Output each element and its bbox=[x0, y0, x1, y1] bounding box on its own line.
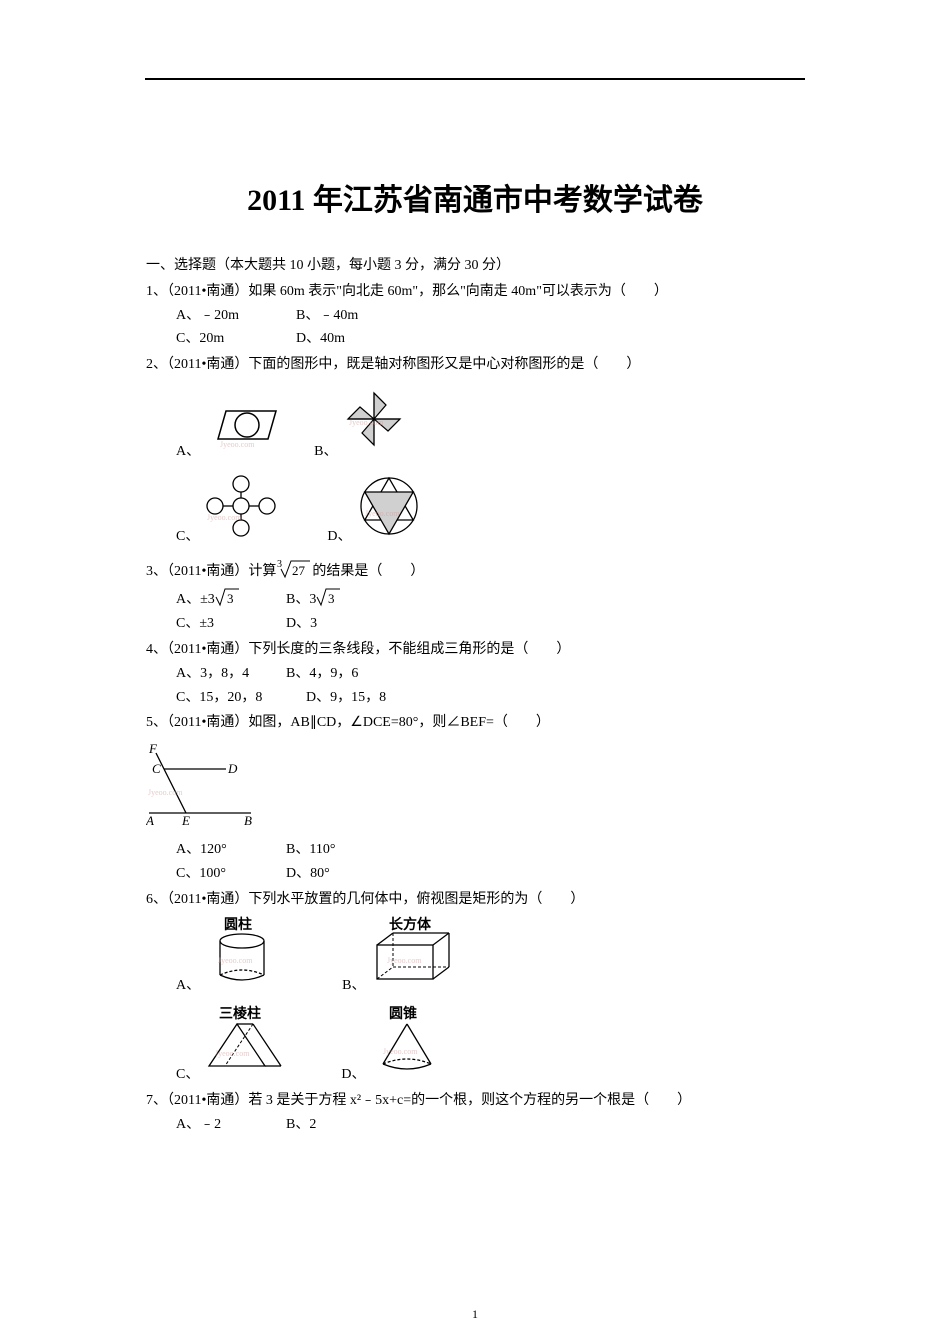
q6-text: （2011•南通）下列水平放置的几何体中，俯视图是矩形的为（ ） bbox=[167, 892, 584, 907]
question-2: 2、（2011•南通）下面的图形中，既是轴对称图形又是中心对称图形的是（ ） A… bbox=[146, 353, 806, 548]
q5-opt-c: C、100° bbox=[176, 862, 286, 886]
q4-text: （2011•南通）下列长度的三条线段，不能组成三角形的是（ ） bbox=[167, 642, 570, 657]
q2-opt-d: D、 bbox=[327, 525, 351, 549]
svg-text:圆锥: 圆锥 bbox=[389, 1005, 417, 1022]
question-7: 7、（2011•南通）若 3 是关于方程 x²﹣5x+c=的一个根，则这个方程的… bbox=[146, 1089, 806, 1137]
svg-text:3: 3 bbox=[328, 591, 335, 606]
svg-text:A: A bbox=[146, 813, 154, 825]
svg-text:3: 3 bbox=[277, 559, 282, 570]
q5-opt-b: B、110° bbox=[286, 838, 335, 862]
q6-figure-c: 三棱柱 Jyeoo.com bbox=[201, 1004, 289, 1087]
q5-num: 5、 bbox=[146, 715, 167, 730]
q1-opt-c: C、20m bbox=[176, 327, 296, 351]
q3-text-pre: （2011•南通）计算 bbox=[167, 564, 276, 579]
q3-num: 3、 bbox=[146, 564, 167, 579]
q4-opt-b: B、4，9，6 bbox=[286, 662, 358, 686]
svg-text:27: 27 bbox=[292, 563, 306, 578]
q6-figure-b: 长方体 Jyeoo.com bbox=[367, 915, 463, 998]
svg-text:Jyeoo.com: Jyeoo.com bbox=[215, 1049, 250, 1058]
q7-num: 7、 bbox=[146, 1093, 167, 1108]
q3-opt-d: D、3 bbox=[286, 612, 317, 636]
question-3: 3、（2011•南通）计算327的结果是（ ） A、±33 B、33 C、±3 … bbox=[146, 557, 806, 636]
question-6: 6、（2011•南通）下列水平放置的几何体中，俯视图是矩形的为（ ） A、 圆柱 bbox=[146, 888, 806, 1087]
q3-text-post: 的结果是（ ） bbox=[312, 564, 424, 579]
q2-opt-b: B、 bbox=[314, 440, 337, 464]
q2-opt-c: C、 bbox=[176, 525, 199, 549]
exam-title: 2011 年江苏省南通市中考数学试卷 bbox=[0, 175, 950, 219]
svg-text:Jyeoo.com: Jyeoo.com bbox=[220, 440, 255, 449]
q6-opt-c: C、 bbox=[176, 1063, 199, 1087]
svg-text:Jyeoo.com: Jyeoo.com bbox=[207, 513, 242, 522]
svg-text:Jyeoo.com: Jyeoo.com bbox=[387, 956, 422, 965]
svg-text:B: B bbox=[244, 813, 252, 825]
svg-text:圆柱: 圆柱 bbox=[224, 916, 252, 933]
q2-text: （2011•南通）下面的图形中，既是轴对称图形又是中心对称图形的是（ ） bbox=[167, 357, 640, 372]
svg-text:Jyeoo.com: Jyeoo.com bbox=[218, 956, 253, 965]
q1-text: （2011•南通）如果 60m 表示"向北走 60m"，那么"向南走 40m"可… bbox=[167, 284, 668, 299]
q3-radical: 327 bbox=[276, 564, 312, 579]
q6-num: 6、 bbox=[146, 892, 167, 907]
q6-figure-a: 圆柱 Jyeoo.com bbox=[202, 915, 282, 998]
q7-opt-b: B、2 bbox=[286, 1113, 316, 1137]
svg-text:3: 3 bbox=[227, 591, 234, 606]
q3-opt-c: C、±3 bbox=[176, 612, 286, 636]
svg-text:Jyeoo.com: Jyeoo.com bbox=[365, 509, 400, 518]
q4-opt-a: A、3，8，4 bbox=[176, 662, 286, 686]
q5-diagram: F C D A E B Jyeoo.com bbox=[146, 739, 806, 834]
header-rule bbox=[145, 78, 805, 80]
svg-text:E: E bbox=[181, 813, 190, 825]
svg-text:D: D bbox=[227, 761, 238, 776]
q2-figure-b: Jyeoo.com bbox=[339, 383, 409, 464]
svg-text:Jyeoo.com: Jyeoo.com bbox=[349, 418, 384, 427]
q4-opt-d: D、9，15，8 bbox=[306, 686, 386, 710]
question-5: 5、（2011•南通）如图，AB∥CD，∠DCE=80°，则∠BEF=（ ） F… bbox=[146, 711, 806, 885]
q7-opt-a: A、﹣2 bbox=[176, 1113, 286, 1137]
q3-opt-a: A、±33 bbox=[176, 587, 286, 612]
page-number: 1 bbox=[0, 1307, 950, 1322]
svg-text:F: F bbox=[148, 741, 158, 756]
q5-opt-d: D、80° bbox=[286, 862, 330, 886]
q2-opt-a: A、 bbox=[176, 440, 200, 464]
q7-text: （2011•南通）若 3 是关于方程 x²﹣5x+c=的一个根，则这个方程的另一… bbox=[167, 1093, 691, 1108]
q6-opt-a: A、 bbox=[176, 974, 200, 998]
q1-opt-a: A、﹣20m bbox=[176, 304, 296, 328]
q2-num: 2、 bbox=[146, 357, 167, 372]
q2-figure-c: Jyeoo.com bbox=[201, 472, 283, 549]
q5-opt-a: A、120° bbox=[176, 838, 286, 862]
q6-opt-d: D、 bbox=[341, 1063, 365, 1087]
q5-text: （2011•南通）如图，AB∥CD，∠DCE=80°，则∠BEF=（ ） bbox=[167, 715, 550, 730]
svg-text:Jyeoo.com: Jyeoo.com bbox=[383, 1047, 418, 1056]
content-area: 一、选择题（本大题共 10 小题，每小题 3 分，满分 30 分） 1、（201… bbox=[146, 254, 806, 1139]
q3-opt-b: B、33 bbox=[286, 587, 342, 612]
q6-figure-d: 圆锥 Jyeoo.com bbox=[367, 1004, 447, 1087]
section-header: 一、选择题（本大题共 10 小题，每小题 3 分，满分 30 分） bbox=[146, 254, 806, 278]
q2-figure-d: Jyeoo.com bbox=[353, 472, 425, 549]
q6-opt-b: B、 bbox=[342, 974, 365, 998]
q4-opt-c: C、15，20，8 bbox=[176, 686, 306, 710]
q1-opt-d: D、40m bbox=[296, 327, 345, 351]
q1-opt-b: B、﹣40m bbox=[296, 304, 358, 328]
question-1: 1、（2011•南通）如果 60m 表示"向北走 60m"，那么"向南走 40m… bbox=[146, 280, 806, 351]
svg-text:三棱柱: 三棱柱 bbox=[219, 1005, 261, 1022]
q1-num: 1、 bbox=[146, 284, 167, 299]
svg-text:长方体: 长方体 bbox=[389, 916, 432, 933]
svg-text:C: C bbox=[152, 761, 161, 776]
svg-text:Jyeoo.com: Jyeoo.com bbox=[148, 788, 183, 797]
q4-num: 4、 bbox=[146, 642, 167, 657]
q2-figure-a: Jyeoo.com bbox=[202, 399, 284, 464]
question-4: 4、（2011•南通）下列长度的三条线段，不能组成三角形的是（ ） A、3，8，… bbox=[146, 638, 806, 709]
